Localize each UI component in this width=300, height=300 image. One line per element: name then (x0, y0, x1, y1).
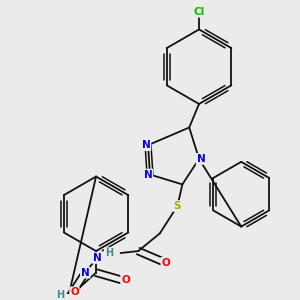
Text: O: O (70, 287, 79, 297)
Text: N: N (93, 253, 101, 263)
Text: O: O (121, 275, 130, 286)
Text: S: S (174, 201, 181, 211)
Text: N: N (142, 140, 151, 150)
Text: H: H (105, 248, 113, 258)
Text: N: N (196, 154, 206, 164)
Text: O: O (161, 258, 170, 268)
Text: Cl: Cl (194, 7, 205, 17)
Text: N: N (81, 268, 90, 278)
Text: N: N (144, 169, 152, 180)
Text: H: H (56, 290, 64, 300)
